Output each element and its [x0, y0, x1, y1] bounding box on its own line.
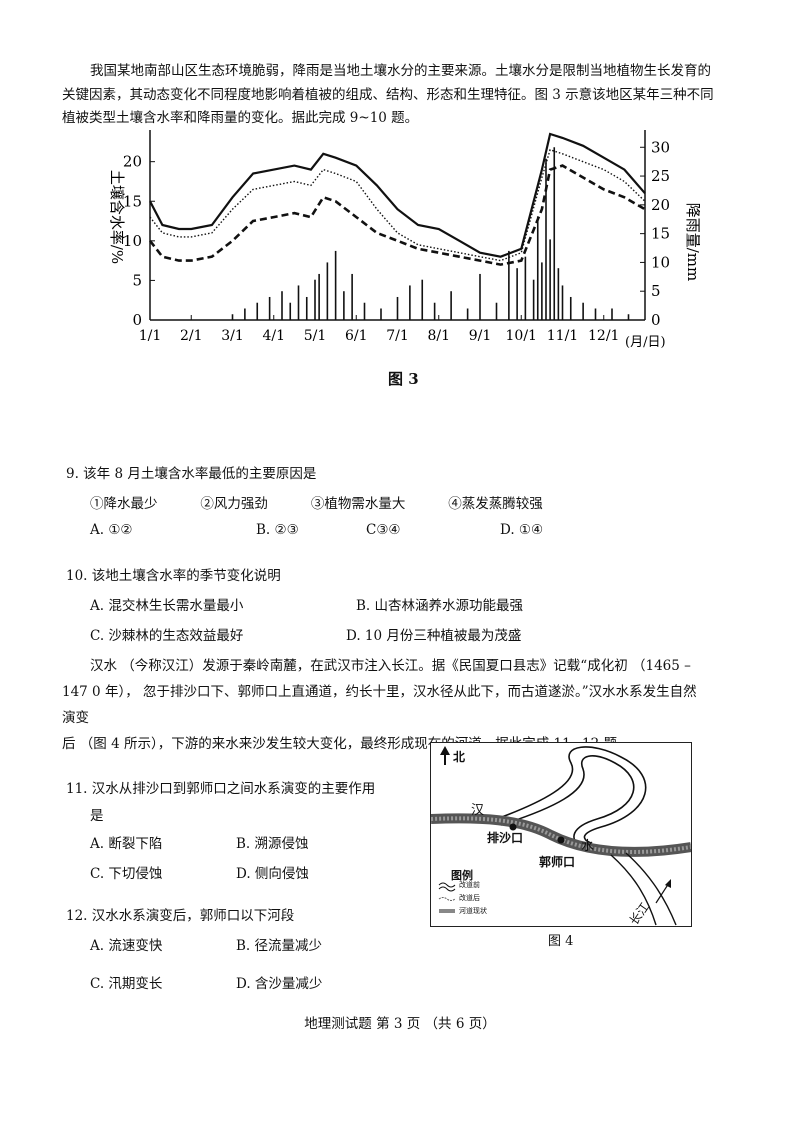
q9-option-b: B. ②③ — [256, 522, 299, 538]
intro-line-3: 植被类型土壤含水率和降雨量的变化。据此完成 9~10 题。 — [62, 110, 419, 126]
legend-after: 改道后 — [459, 894, 480, 902]
q9-option-c: C③④ — [366, 522, 401, 538]
figure-3-caption: 图 3 — [388, 370, 419, 388]
y-right-tick-label: 10 — [651, 253, 670, 271]
y-right-tick-label: 25 — [651, 167, 670, 185]
y-left-tick-label: 15 — [123, 192, 142, 210]
x-tick-label: 8/1 — [427, 328, 450, 344]
q11-stem-cont: 是 — [90, 808, 104, 824]
intro-line-2: 关键因素，其动态变化不同程度地影响着植被的组成、结构、形态和生理特征。图 3 示… — [62, 87, 714, 103]
y-right-tick-label: 0 — [651, 311, 661, 329]
soil-moisture-line-dotted — [149, 148, 646, 262]
x-tick-label: 5/1 — [304, 328, 327, 344]
q11-option-b: B. 溯源侵蚀 — [236, 836, 309, 852]
y-right-tick-label: 15 — [651, 225, 670, 243]
q12-option-c: C. 汛期变长 — [90, 976, 163, 992]
x-tick-label: 2/1 — [180, 328, 203, 344]
x-tick-label: 10/1 — [506, 328, 537, 344]
legend-current: 河道现状 — [459, 907, 487, 915]
figure-4-caption: 图 4 — [548, 934, 574, 949]
x-tick-label: 4/1 — [262, 328, 285, 344]
label-shui: 水 — [581, 839, 595, 854]
q11-stem: 11. 汉水从排沙口到郭师口之间水系演变的主要作用 — [66, 781, 376, 797]
x-tick-label: 6/1 — [345, 328, 368, 344]
q9-option-a: A. ①② — [90, 522, 133, 538]
x-axis-unit: (月/日) — [625, 335, 666, 350]
x-tick-label: 9/1 — [469, 328, 492, 344]
y-right-tick-label: 30 — [651, 138, 670, 156]
y-axis-label-left: 土壤含水率/% — [108, 170, 126, 264]
x-tick-label: 11/1 — [547, 328, 578, 344]
x-tick-label: 7/1 — [386, 328, 409, 344]
x-tick-label: 12/1 — [588, 328, 619, 344]
q12-option-a: A. 流速变快 — [90, 938, 163, 954]
label-paishakou: 排沙口 — [487, 831, 524, 845]
north-label: 北 — [453, 750, 466, 764]
legend-title: 图例 — [451, 869, 473, 882]
soil-moisture-line-solid — [149, 132, 646, 258]
q9-stem: 9. 该年 8 月土壤含水率最低的主要原因是 — [66, 466, 317, 482]
intro2-line-2: 147 0 年）， 忽于排沙口下、郭师口上直通道，约长十里，汉水径从此下，而古道… — [62, 684, 697, 700]
y-axis-label-right: 降雨量/mm — [684, 203, 700, 282]
page-footer: 地理测试题 第 3 页 （共 6 页） — [304, 1016, 496, 1032]
q10-stem: 10. 该地土壤含水率的季节变化说明 — [66, 568, 281, 584]
q12-option-d: D. 含沙量减少 — [236, 976, 323, 992]
q10-option-b: B. 山杏林涵养水源功能最强 — [356, 598, 524, 614]
y-left-tick-label: 0 — [132, 311, 142, 329]
y-left-tick-label: 20 — [123, 153, 142, 171]
intro2-line-3: 演变 — [62, 710, 89, 726]
y-left-tick-label: 10 — [123, 232, 142, 250]
soil-moisture-rainfall-chart: 0 5 10 15 20 0 5 10 15 20 25 30 1/1 2/1 3/1 4/1 5/1 6/1 7/… — [108, 130, 700, 350]
legend-before: 改道前 — [459, 881, 480, 889]
x-tick-label: 3/1 — [221, 328, 244, 344]
q12-option-b: B. 径流量减少 — [236, 938, 323, 954]
q11-option-d: D. 侧向侵蚀 — [236, 866, 309, 882]
q11-option-c: C. 下切侵蚀 — [90, 866, 163, 882]
label-han: 汉 — [471, 803, 485, 818]
label-guoshikou: 郭师口 — [539, 855, 576, 869]
soil-moisture-line-dashed — [148, 164, 646, 266]
q9-option-d: D. ①④ — [500, 522, 544, 538]
q10-option-a: A. 混交林生长需水量最小 — [90, 598, 244, 614]
intro-line-1: 我国某地南部山区生态环境脆弱，降雨是当地土壤水分的主要来源。土壤水分是限制当地植… — [90, 63, 711, 79]
q10-option-c: C. 沙棘林的生态效益最好 — [90, 628, 244, 644]
q9-statements: ①降水最少 ②风力强劲 ③植物需水量大 ④蒸发蒸腾较强 — [90, 496, 543, 512]
intro2-line-1: 汉水 （今称汉江）发源于秦岭南麓，在武汉市注入长江。据《民国夏口县志》记载“成化… — [90, 658, 691, 674]
y-right-tick-label: 5 — [651, 282, 661, 300]
y-right-tick-label: 20 — [651, 196, 670, 214]
x-tick-label: 1/1 — [139, 328, 162, 344]
q12-stem: 12. 汉水水系演变后，郭师口以下河段 — [66, 908, 295, 924]
q11-option-a: A. 断裂下陷 — [90, 836, 163, 852]
y-left-tick-label: 5 — [132, 271, 142, 289]
q10-option-d: D. 10 月份三种植被最为茂盛 — [346, 628, 522, 644]
han-river-map: 北 汉 水 排沙口 郭师口 长江 图例 改道前 改道后 河道现状 — [430, 742, 692, 928]
